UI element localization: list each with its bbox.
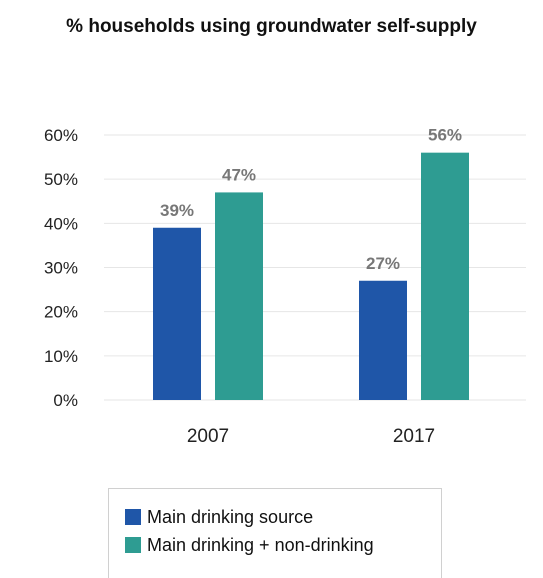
bar [421, 152, 469, 400]
legend-item-main-plus-non-drinking: Main drinking + non-drinking [125, 531, 441, 559]
y-tick-label: 30% [44, 259, 78, 278]
legend-label-main-drinking: Main drinking source [147, 506, 314, 527]
y-tick-label: 50% [44, 170, 78, 189]
bar-chart: 0% 10% 20% 30% 40% 50% 60% 39% 47% 2007 27% 56% 2017 [44, 126, 526, 447]
data-label: 56% [428, 126, 462, 145]
data-label: 47% [222, 165, 256, 184]
y-tick-label: 20% [44, 303, 78, 322]
bar [153, 227, 201, 400]
y-tick-label: 40% [44, 214, 78, 233]
chart-title: % households using groundwater self-supp… [66, 16, 477, 37]
x-tick-label: 2017 [393, 426, 435, 447]
legend-label-main-plus-non-drinking: Main drinking + non-drinking [147, 534, 374, 555]
data-label: 27% [366, 254, 400, 273]
bar [215, 192, 263, 400]
data-label: 39% [160, 201, 194, 220]
legend-item-main-drinking: Main drinking source [125, 503, 441, 531]
chart-legend: Main drinking source Main drinking + non… [108, 488, 442, 578]
x-tick-label: 2007 [187, 426, 229, 447]
legend-swatch-main-drinking [125, 509, 141, 525]
y-tick-label: 0% [53, 391, 78, 410]
bar [359, 280, 407, 400]
y-tick-label: 60% [44, 126, 78, 145]
y-tick-label: 10% [44, 347, 78, 366]
legend-swatch-main-plus-non-drinking [125, 537, 141, 553]
